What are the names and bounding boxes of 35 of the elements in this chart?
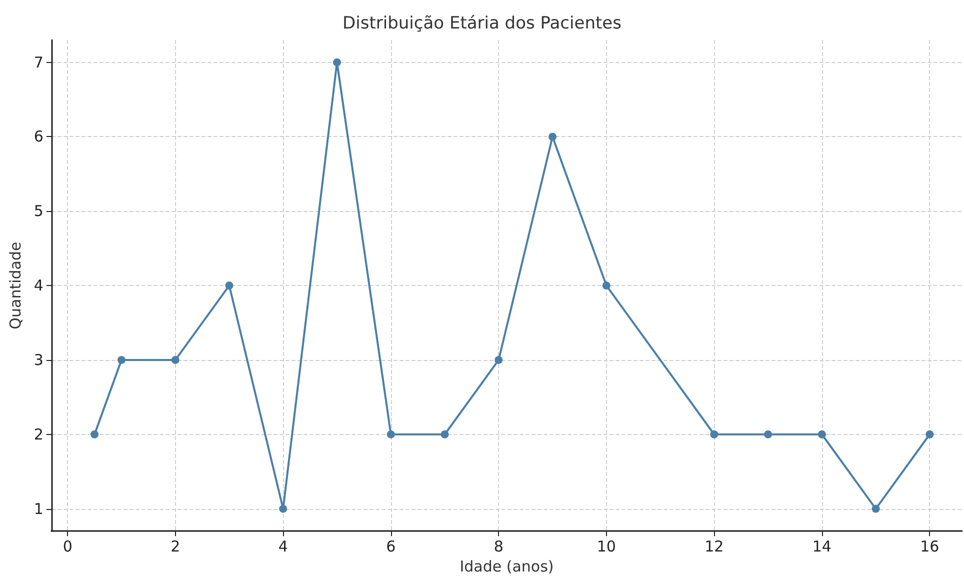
y-tick-label: 2 [34,425,44,444]
y-tick-label: 6 [34,128,44,146]
y-tick-label: 3 [34,350,44,369]
point [602,282,610,290]
x-tick-label: 0 [62,538,72,556]
y-tick-label: 4 [34,276,44,295]
x-tick-label: 2 [170,538,180,556]
x-tick-label: 16 [920,538,940,556]
y-axis-title: Quantidade [6,242,24,330]
point [333,58,342,66]
point [548,132,557,141]
y-tick-label: 7 [34,53,44,72]
point [386,430,395,438]
point [440,430,449,438]
chart-title: Distribuição Etária dos Pacientes [342,14,622,34]
point [764,430,772,438]
x-tick-label: 14 [812,538,832,556]
y-tick-label: 1 [34,500,44,518]
point [494,356,503,364]
point [818,430,826,438]
point [926,430,934,438]
point [225,282,234,290]
x-tick-label: 6 [386,538,396,556]
point [171,356,180,364]
point [872,504,880,513]
x-axis-title: Idade (anos) [460,558,554,576]
x-tick-label: 8 [494,538,504,556]
x-tick-label: 10 [596,538,616,556]
point [710,430,718,438]
x-tick-label: 12 [704,538,724,556]
point [279,504,288,513]
point [117,356,126,364]
x-tick-label: 4 [278,538,288,556]
y-tick-label: 5 [34,202,44,220]
point [90,430,99,438]
